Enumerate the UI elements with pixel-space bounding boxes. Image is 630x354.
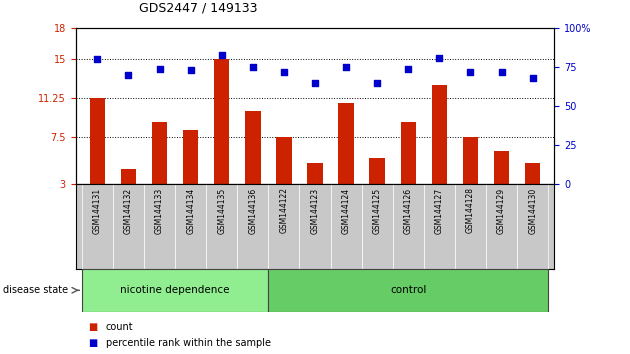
Bar [268,269,548,312]
Text: GSM144124: GSM144124 [341,188,350,234]
Bar [307,163,323,184]
Text: ■: ■ [88,322,98,332]
Point [527,75,537,81]
Bar [432,85,447,184]
Bar [299,184,331,269]
Text: GSM144122: GSM144122 [280,188,289,234]
Bar [424,184,455,269]
Bar [338,103,354,184]
Text: GSM144129: GSM144129 [497,188,506,234]
Text: GSM144128: GSM144128 [466,188,475,234]
Text: count: count [106,322,134,332]
Bar [401,122,416,184]
Bar [455,184,486,269]
Bar [245,112,261,184]
Point [372,80,382,86]
Point [186,68,196,73]
Point [248,64,258,70]
Text: GSM144131: GSM144131 [93,188,102,234]
Bar [238,184,268,269]
Point [279,69,289,75]
Bar [462,137,478,184]
Text: disease state: disease state [3,285,68,295]
Point [496,69,507,75]
Bar [113,184,144,269]
Text: GSM144136: GSM144136 [248,188,257,234]
Bar [82,184,113,269]
Bar [486,184,517,269]
Text: GSM144130: GSM144130 [528,188,537,234]
Point [154,66,164,72]
Bar [392,184,424,269]
Point [341,64,351,70]
Point [403,66,413,72]
Point [310,80,320,86]
Text: GSM144135: GSM144135 [217,188,226,234]
Text: GSM144132: GSM144132 [124,188,133,234]
Bar [525,163,541,184]
Bar [144,184,175,269]
Bar [362,184,392,269]
Text: GSM144133: GSM144133 [155,188,164,234]
Text: GSM144125: GSM144125 [373,188,382,234]
Point [217,52,227,58]
Bar [214,59,229,184]
Text: percentile rank within the sample: percentile rank within the sample [106,338,271,348]
Bar [152,122,168,184]
Point [434,55,444,61]
Bar [268,184,299,269]
Text: GDS2447 / 149133: GDS2447 / 149133 [139,1,257,14]
Text: GSM144134: GSM144134 [186,188,195,234]
Text: nicotine dependence: nicotine dependence [120,285,230,295]
Bar [183,130,198,184]
Bar [121,169,136,184]
Bar [369,158,385,184]
Point [466,69,476,75]
Bar [175,184,206,269]
Point [123,72,134,78]
Bar [89,98,105,184]
Bar [517,184,548,269]
Text: control: control [390,285,427,295]
Text: GSM144127: GSM144127 [435,188,444,234]
Bar [331,184,362,269]
Text: GSM144123: GSM144123 [311,188,319,234]
Bar [82,269,268,312]
Bar [206,184,238,269]
Bar [494,151,509,184]
Bar [276,137,292,184]
Text: GSM144126: GSM144126 [404,188,413,234]
Text: ■: ■ [88,338,98,348]
Point [93,57,103,62]
